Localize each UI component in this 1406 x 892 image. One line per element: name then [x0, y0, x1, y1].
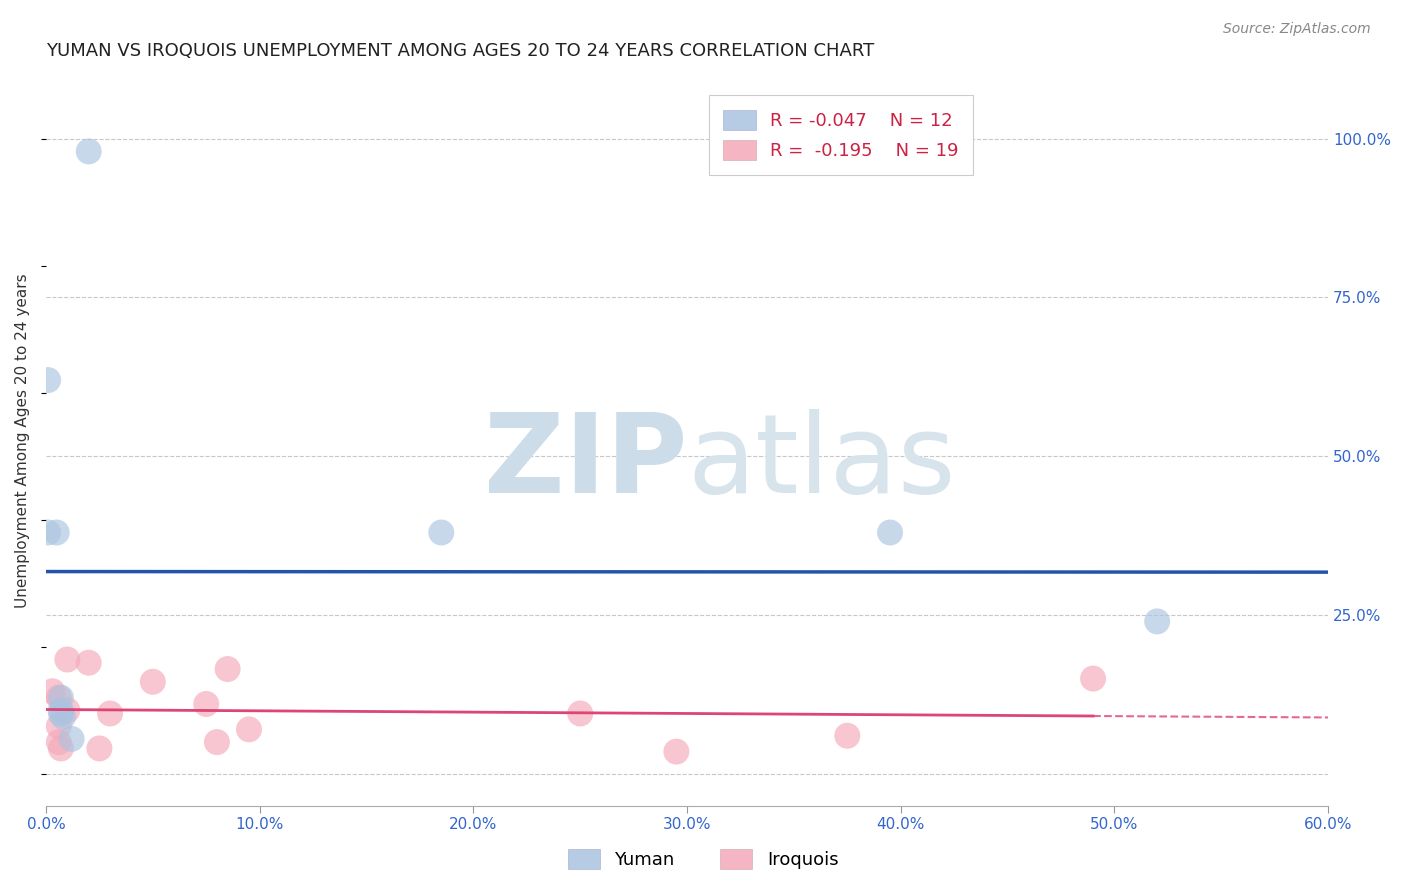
Point: [60, 731, 83, 746]
Point: [49, 741, 72, 756]
Point: [205, 735, 228, 749]
Point: [49, 706, 72, 721]
Point: [77, 656, 100, 670]
Point: [49, 690, 72, 705]
Point: [52, 709, 75, 723]
Legend: R = -0.047    N = 12, R =  -0.195    N = 19: R = -0.047 N = 12, R = -0.195 N = 19: [709, 95, 973, 175]
Point: [49, 703, 72, 717]
Text: Source: ZipAtlas.com: Source: ZipAtlas.com: [1223, 22, 1371, 37]
Point: [48, 690, 70, 705]
Text: YUMAN VS IROQUOIS UNEMPLOYMENT AMONG AGES 20 TO 24 YEARS CORRELATION CHART: YUMAN VS IROQUOIS UNEMPLOYMENT AMONG AGE…: [46, 42, 875, 60]
Point: [48, 719, 70, 733]
Point: [142, 674, 165, 689]
Point: [879, 525, 901, 540]
Point: [89, 741, 111, 756]
Point: [665, 745, 688, 759]
Point: [37, 373, 59, 387]
Point: [41, 684, 63, 698]
Point: [430, 525, 453, 540]
Point: [56, 703, 79, 717]
Y-axis label: Unemployment Among Ages 20 to 24 years: Unemployment Among Ages 20 to 24 years: [15, 273, 30, 607]
Text: ZIP: ZIP: [484, 409, 688, 516]
Point: [217, 662, 239, 676]
Point: [98, 706, 121, 721]
Point: [837, 729, 859, 743]
Legend: Yuman, Iroquois: Yuman, Iroquois: [558, 839, 848, 879]
Point: [45, 525, 67, 540]
Point: [1081, 672, 1104, 686]
Point: [238, 723, 260, 737]
Point: [48, 735, 70, 749]
Point: [195, 697, 218, 711]
Text: atlas: atlas: [688, 409, 956, 516]
Point: [56, 652, 79, 666]
Point: [77, 145, 100, 159]
Point: [1146, 615, 1168, 629]
Point: [569, 706, 592, 721]
Point: [37, 525, 59, 540]
